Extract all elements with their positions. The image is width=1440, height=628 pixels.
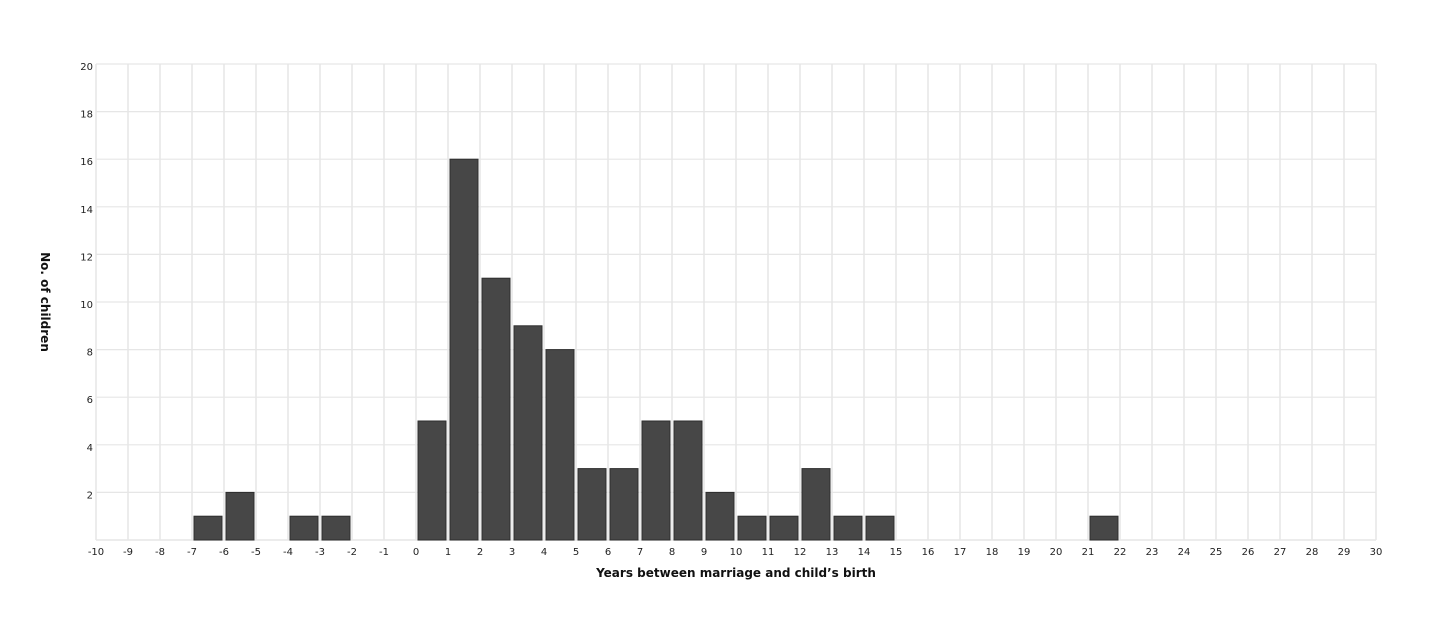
x-tick-label: 17	[954, 547, 967, 558]
histogram-bar	[289, 515, 319, 541]
x-tick-label: 0	[413, 547, 419, 558]
x-tick-labels: -10 -9 -8 -7 -6 -5 -4 -3 -2 -1 0 1 2 3 4 5 6 7 8 9 10 11 12 13 1…	[88, 547, 1383, 558]
x-tick-label: 7	[637, 547, 643, 558]
x-tick-label: 13	[826, 547, 839, 558]
y-tick-labels: 2 4 6 8 10 12 14 16 18 20	[80, 62, 93, 501]
x-tick-label: -6	[219, 547, 229, 558]
x-tick-label: 25	[1210, 547, 1223, 558]
x-tick-label: 30	[1370, 547, 1383, 558]
bars	[193, 158, 1119, 541]
x-tick-label: 9	[701, 547, 707, 558]
x-tick-label: 24	[1178, 547, 1191, 558]
y-tick-label: 4	[87, 443, 93, 454]
x-tick-label: 16	[922, 547, 935, 558]
x-tick-label: 22	[1114, 547, 1127, 558]
x-tick-label: -8	[155, 547, 165, 558]
x-tick-label: 6	[605, 547, 611, 558]
x-tick-label: 20	[1050, 547, 1063, 558]
histogram-bar	[577, 468, 607, 541]
histogram-bar	[321, 515, 351, 541]
histogram-bar	[801, 468, 831, 541]
histogram-bar	[545, 349, 575, 541]
y-tick-label: 16	[80, 157, 93, 168]
histogram-bar	[449, 158, 479, 541]
x-tick-label: 18	[986, 547, 999, 558]
histogram-bar	[641, 420, 671, 541]
y-tick-label: 18	[80, 110, 93, 121]
x-tick-label: -10	[88, 547, 104, 558]
histogram-bar	[193, 515, 223, 541]
x-tick-label: 10	[730, 547, 743, 558]
x-tick-label: 19	[1018, 547, 1031, 558]
y-tick-label: 14	[80, 205, 93, 216]
x-tick-label: -5	[251, 547, 261, 558]
y-axis-title: No. of children	[38, 252, 52, 352]
histogram-bar	[737, 515, 767, 541]
histogram-bar	[1089, 515, 1119, 541]
x-tick-label: 5	[573, 547, 579, 558]
histogram-bar	[705, 491, 735, 541]
histogram-bar	[609, 468, 639, 541]
x-tick-label: 21	[1082, 547, 1095, 558]
x-tick-label: -3	[315, 547, 325, 558]
x-tick-label: 23	[1146, 547, 1159, 558]
x-tick-label: 28	[1306, 547, 1319, 558]
x-tick-label: -9	[123, 547, 133, 558]
x-tick-label: 26	[1242, 547, 1255, 558]
x-tick-label: 3	[509, 547, 515, 558]
x-axis-title: Years between marriage and child’s birth	[595, 566, 876, 580]
x-tick-label: 29	[1338, 547, 1351, 558]
y-tick-label: 10	[80, 300, 93, 311]
histogram-bar	[225, 491, 255, 541]
x-tick-label: 27	[1274, 547, 1287, 558]
x-tick-label: 2	[477, 547, 483, 558]
histogram-bar	[833, 515, 863, 541]
histogram-bar	[769, 515, 799, 541]
y-tick-label: 8	[87, 348, 93, 359]
x-tick-label: -1	[379, 547, 389, 558]
x-tick-label: 4	[541, 547, 547, 558]
x-tick-label: 8	[669, 547, 675, 558]
histogram-bar	[513, 325, 543, 541]
y-tick-label: 20	[80, 62, 93, 73]
histogram-bar	[417, 420, 447, 541]
histogram-bar	[673, 420, 703, 541]
x-tick-label: -2	[347, 547, 357, 558]
x-tick-label: -7	[187, 547, 197, 558]
x-tick-label: 11	[762, 547, 775, 558]
x-tick-label: -4	[283, 547, 293, 558]
x-tick-label: 15	[890, 547, 903, 558]
y-tick-label: 12	[80, 252, 93, 263]
x-tick-label: 14	[858, 547, 871, 558]
y-tick-label: 6	[87, 395, 93, 406]
y-tick-label: 2	[87, 490, 93, 501]
x-tick-label: 12	[794, 547, 807, 558]
grid	[95, 63, 1377, 541]
histogram-bar	[481, 277, 511, 541]
histogram-bar	[865, 515, 895, 541]
x-tick-label: 1	[445, 547, 451, 558]
